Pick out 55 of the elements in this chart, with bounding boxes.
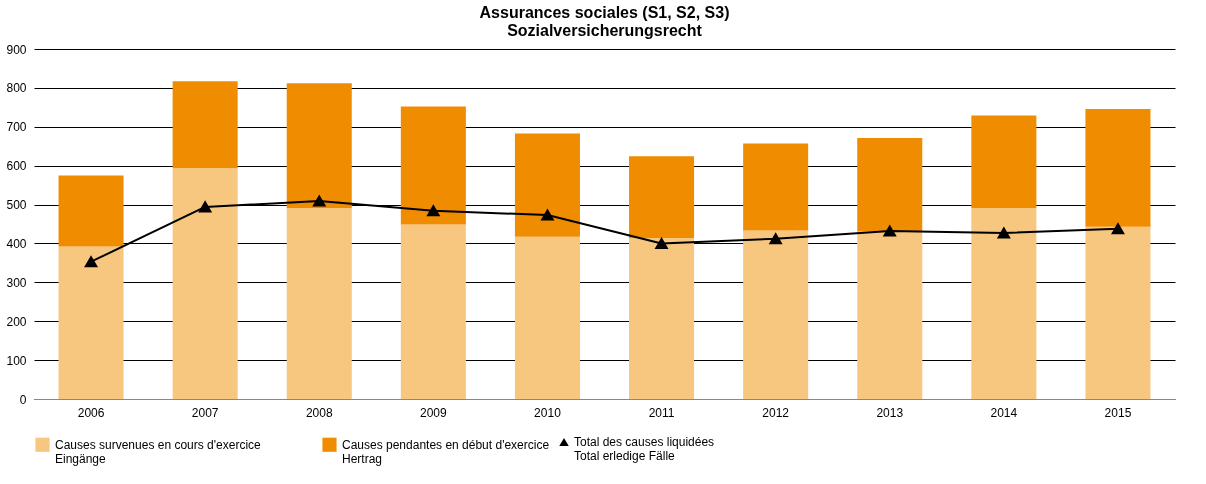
bar bbox=[971, 208, 1037, 399]
x-tick-label: 2011 bbox=[648, 405, 675, 420]
bar bbox=[514, 133, 580, 237]
x-tick-label: 2012 bbox=[762, 405, 790, 420]
y-tick-label: 0 bbox=[19, 392, 27, 407]
y-tick-label: 100 bbox=[6, 353, 27, 368]
x-tick-label: 2007 bbox=[191, 405, 219, 420]
y-tick-label: 600 bbox=[6, 159, 27, 174]
bar bbox=[629, 156, 695, 238]
x-tick-label: 2015 bbox=[1104, 405, 1132, 420]
x-tick-label: 2014 bbox=[990, 405, 1018, 420]
bar bbox=[58, 246, 124, 399]
x-tick-label: 2013 bbox=[876, 405, 904, 420]
bar bbox=[743, 143, 809, 231]
point bbox=[313, 195, 326, 207]
point bbox=[997, 227, 1011, 239]
bar bbox=[743, 230, 809, 399]
y-tick-label: 300 bbox=[6, 275, 27, 290]
bar bbox=[400, 224, 466, 399]
point bbox=[198, 201, 212, 213]
x-tick-label: 2008 bbox=[305, 405, 333, 420]
legend-label: Total des causes liquidées Total erledige Fälle bbox=[574, 435, 715, 463]
point bbox=[655, 237, 668, 249]
bar bbox=[857, 138, 923, 232]
bar bbox=[971, 115, 1037, 209]
point bbox=[883, 225, 896, 237]
x-tick-label: 2010 bbox=[534, 405, 562, 420]
text: Sozialversicherungsrecht bbox=[507, 22, 702, 39]
point bbox=[769, 233, 782, 245]
bar bbox=[857, 231, 923, 399]
legend-label: Causes pendantes en début d'exercice Hertrag bbox=[342, 437, 550, 466]
point bbox=[84, 256, 98, 268]
legend-label: Causes survenues en cours d'exercice Eingänge bbox=[55, 437, 262, 466]
point bbox=[1111, 223, 1125, 235]
x-tick-label: 2009 bbox=[420, 405, 448, 420]
bar bbox=[286, 208, 352, 399]
bar bbox=[514, 236, 580, 399]
bar bbox=[172, 168, 238, 399]
point bbox=[541, 209, 554, 221]
y-tick-label: 800 bbox=[6, 81, 27, 96]
y-tick-label: 900 bbox=[6, 42, 27, 57]
x-tick-label: 2006 bbox=[77, 405, 105, 420]
y-tick-label: 500 bbox=[6, 198, 27, 213]
bar bbox=[58, 175, 124, 247]
point bbox=[427, 205, 440, 217]
bar bbox=[629, 238, 695, 399]
bar bbox=[172, 81, 238, 168]
bar bbox=[286, 83, 352, 209]
text: Assurances sociales (S1, S2, S3) bbox=[479, 4, 730, 21]
y-tick-label: 200 bbox=[6, 314, 27, 329]
bar bbox=[1085, 108, 1151, 227]
bar bbox=[400, 106, 466, 225]
bar bbox=[1085, 226, 1151, 399]
y-tick-label: 700 bbox=[6, 120, 27, 135]
y-tick-label: 400 bbox=[6, 236, 27, 251]
